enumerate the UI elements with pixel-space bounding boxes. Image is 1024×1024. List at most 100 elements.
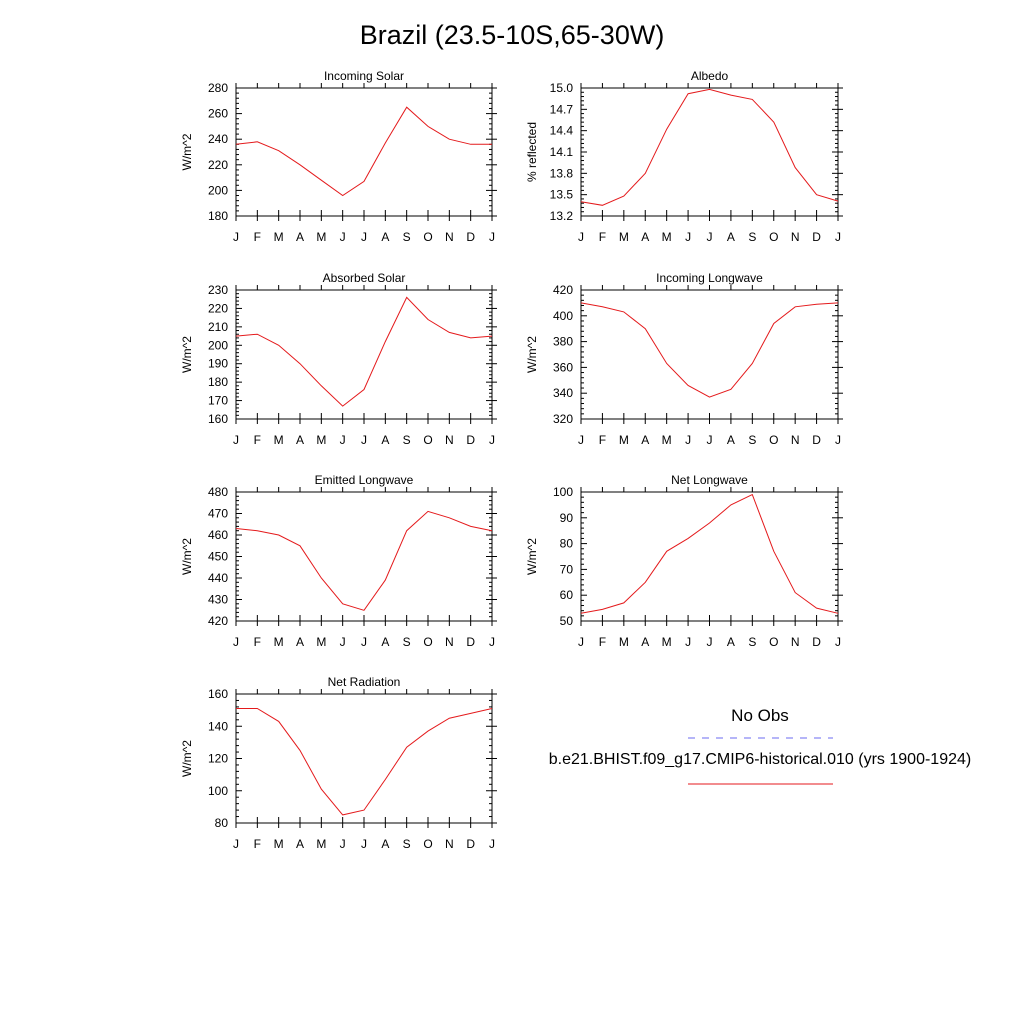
y-tick-label: 190 (208, 357, 228, 371)
plot-frame (235, 491, 493, 622)
y-tick-label: 220 (208, 301, 228, 315)
plot-frame (580, 491, 839, 622)
y-tick-label: 420 (553, 283, 573, 297)
y-tick-label: 170 (208, 394, 228, 408)
y-tick-label: 90 (560, 511, 574, 525)
y-tick-label: 320 (553, 412, 573, 426)
y-tick-label: 70 (560, 562, 574, 576)
y-tick-label: 120 (208, 752, 228, 766)
panel-title: Incoming Longwave (656, 271, 763, 285)
panel-title: Emitted Longwave (315, 473, 414, 487)
x-tick-label: A (296, 433, 304, 447)
y-tick-label: 80 (560, 537, 574, 551)
x-tick-label: A (296, 837, 304, 851)
y-tick-label: 13.5 (550, 188, 574, 202)
y-tick-label: 60 (560, 588, 574, 602)
x-tick-label: D (812, 230, 821, 244)
y-tick-label: 240 (208, 132, 228, 146)
x-tick-label: M (662, 635, 672, 649)
x-tick-label: J (340, 635, 346, 649)
y-tick-label: 14.4 (550, 124, 574, 138)
y-tick-label: 100 (553, 485, 573, 499)
series-line-model (235, 510, 493, 611)
y-tick-label: 180 (208, 375, 228, 389)
x-tick-label: F (599, 433, 606, 447)
x-tick-label: M (316, 433, 326, 447)
x-tick-label: M (274, 230, 284, 244)
x-tick-label: J (361, 433, 367, 447)
x-tick-label: J (835, 635, 841, 649)
x-tick-label: J (707, 230, 713, 244)
x-tick-label: S (748, 230, 756, 244)
x-tick-label: O (769, 635, 778, 649)
x-tick-label: A (381, 635, 389, 649)
x-tick-label: J (489, 433, 495, 447)
x-tick-label: J (361, 635, 367, 649)
plot-frame (580, 289, 839, 420)
x-tick-label: M (662, 433, 672, 447)
x-tick-label: A (381, 837, 389, 851)
x-tick-label: N (445, 837, 454, 851)
y-tick-label: 450 (208, 550, 228, 564)
x-tick-label: M (619, 433, 629, 447)
y-tick-label: 480 (208, 485, 228, 499)
x-tick-label: O (423, 230, 432, 244)
x-tick-label: J (685, 230, 691, 244)
y-tick-label: 260 (208, 107, 228, 121)
x-tick-label: S (403, 230, 411, 244)
x-tick-label: A (381, 433, 389, 447)
y-axis-label: % reflected (525, 122, 539, 182)
y-tick-label: 13.8 (550, 166, 574, 180)
x-tick-label: J (685, 635, 691, 649)
y-tick-label: 220 (208, 158, 228, 172)
y-tick-label: 460 (208, 528, 228, 542)
x-tick-label: A (296, 635, 304, 649)
x-tick-label: M (619, 230, 629, 244)
chart-panel-3: Incoming Longwave W/m^2 320 340 360 380 400 420… (525, 271, 843, 447)
x-tick-label: D (466, 837, 475, 851)
plot-frame (235, 693, 493, 824)
x-tick-label: F (599, 635, 606, 649)
x-tick-label: A (727, 635, 735, 649)
y-tick-label: 140 (208, 719, 228, 733)
y-tick-label: 360 (553, 360, 573, 374)
y-tick-label: 14.1 (550, 145, 574, 159)
x-tick-label: D (812, 433, 821, 447)
x-tick-label: J (578, 433, 584, 447)
y-tick-label: 14.7 (550, 102, 574, 116)
chart-panel-1: Albedo % reflected 13.2 13.5 13.8 14.1 14.4 14.… (525, 69, 843, 244)
x-tick-label: S (403, 433, 411, 447)
x-tick-label: J (233, 433, 239, 447)
plot-frame (235, 289, 493, 420)
y-tick-label: 100 (208, 784, 228, 798)
x-tick-label: S (403, 635, 411, 649)
chart-panel-4: Emitted Longwave W/m^2 420 430 440 450 460 470 4… (180, 473, 497, 649)
x-tick-label: A (641, 433, 649, 447)
panel-title: Net Radiation (328, 675, 401, 689)
plot-frame (580, 87, 839, 217)
series-line-model (235, 296, 493, 407)
x-tick-label: A (727, 433, 735, 447)
x-tick-label: D (466, 230, 475, 244)
x-tick-label: D (466, 433, 475, 447)
x-tick-label: M (274, 635, 284, 649)
y-axis-label: W/m^2 (525, 336, 539, 373)
y-axis-label: W/m^2 (180, 133, 194, 170)
x-tick-label: N (445, 635, 454, 649)
series-line-model (236, 708, 493, 816)
x-tick-label: J (233, 230, 239, 244)
x-tick-label: J (489, 230, 495, 244)
y-tick-label: 210 (208, 320, 228, 334)
x-tick-label: J (578, 635, 584, 649)
panel-title: Net Longwave (671, 473, 748, 487)
x-tick-label: F (254, 230, 261, 244)
x-tick-label: S (748, 635, 756, 649)
x-tick-label: N (791, 433, 800, 447)
x-tick-label: J (835, 230, 841, 244)
x-tick-label: M (619, 635, 629, 649)
x-tick-label: J (578, 230, 584, 244)
x-tick-label: S (403, 837, 411, 851)
x-tick-label: J (340, 837, 346, 851)
y-axis-label: W/m^2 (180, 538, 194, 575)
